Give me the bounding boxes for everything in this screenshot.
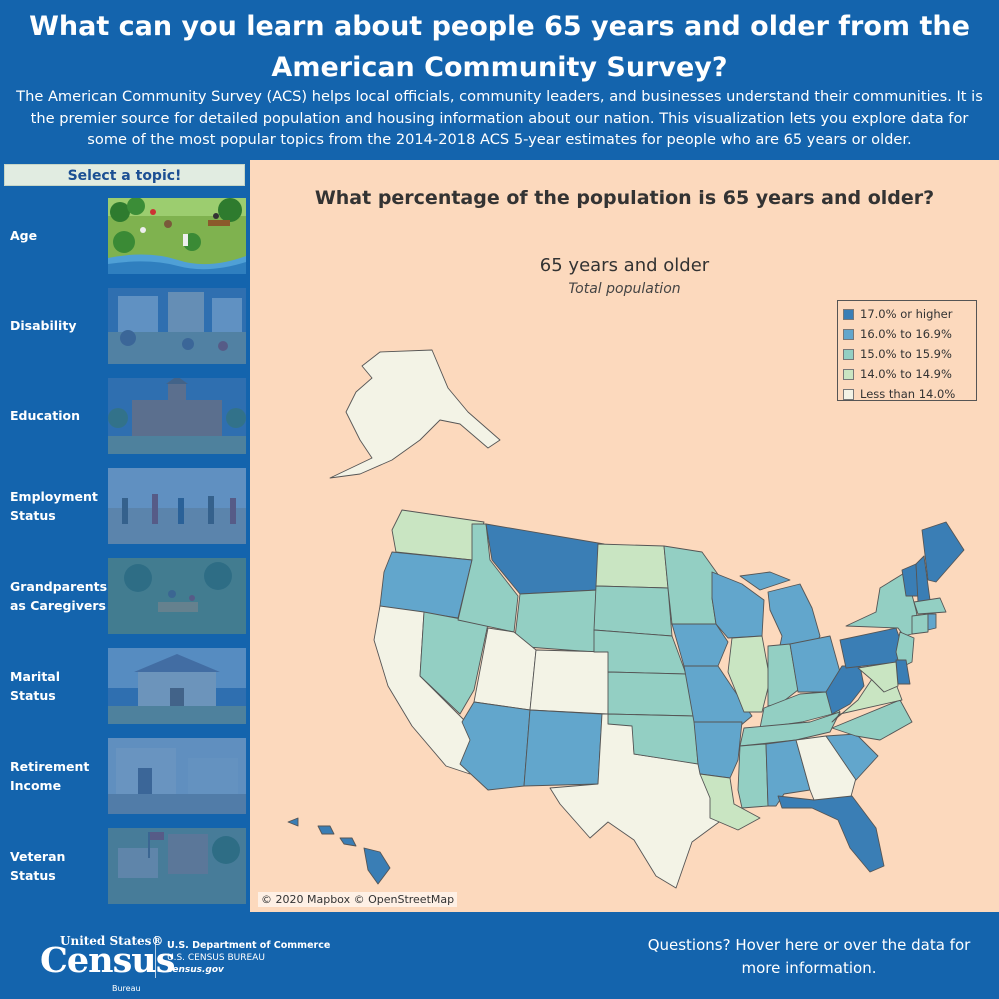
questions-hover-info[interactable]: Questions? Hover here or over the data f… [640, 934, 978, 980]
topic-veteran-status[interactable]: Veteran Status [0, 826, 250, 905]
state-nc[interactable] [831, 699, 913, 741]
intro-text: The American Community Survey (ACS) help… [4, 86, 995, 151]
state-nm[interactable] [523, 709, 603, 787]
topic-label: Disability [10, 318, 77, 333]
page-title-line2: American Community Survey? [271, 52, 728, 83]
questions-line1: Questions? Hover here or over the data f… [647, 936, 971, 954]
logo-bureau: Bureau [112, 984, 141, 993]
state-md[interactable] [857, 661, 899, 693]
select-topic-header: Select a topic! [4, 164, 245, 186]
legend-item: 17.0% or higher [843, 304, 976, 324]
bureau-name: U.S. CENSUS BUREAU [167, 953, 265, 963]
intro-line1: The American Community Survey (ACS) help… [16, 88, 983, 105]
map-attribution[interactable]: © 2020 Mapbox © OpenStreetMap [258, 892, 458, 907]
state-hi[interactable] [287, 817, 391, 885]
dept-info: U.S. Department of Commerce U.S. CENSUS … [167, 940, 330, 976]
map-subtitle: Total population [568, 281, 681, 297]
state-fl[interactable] [777, 795, 885, 873]
legend-item: 15.0% to 15.9% [843, 344, 976, 364]
questions-line2: more information. [741, 959, 877, 977]
dept-name: U.S. Department of Commerce [167, 940, 331, 951]
page-title-line1: What can you learn about people 65 years… [29, 11, 970, 42]
topic-age[interactable]: Age [0, 196, 250, 275]
topic-education[interactable]: Education [0, 376, 250, 455]
page-title: What can you learn about people 65 years… [0, 6, 999, 88]
legend-item: 14.0% to 14.9% [843, 364, 976, 384]
state-la[interactable] [699, 773, 761, 831]
logo-census: Census [40, 940, 175, 981]
state-sd[interactable] [593, 585, 673, 637]
topic-employment-illustration[interactable] [108, 468, 246, 544]
logo-united-states: United States® [60, 934, 164, 948]
topic-label: Veteran Status [10, 848, 66, 883]
state-ne[interactable] [593, 629, 687, 675]
topic-label: Age [10, 228, 38, 243]
us-choropleth-map[interactable] [250, 160, 999, 912]
legend-swatch [843, 368, 854, 380]
topic-label: Grandparents as Caregivers [10, 578, 108, 613]
census-site-link[interactable]: census.gov [167, 965, 224, 975]
state-me[interactable] [921, 521, 965, 583]
topic-disability[interactable]: Disability [0, 286, 250, 365]
state-ri[interactable] [927, 613, 937, 631]
state-nd[interactable] [595, 543, 669, 589]
map-panel: What percentage of the population is 65 … [250, 160, 999, 912]
legend-item: 16.0% to 16.9% [843, 324, 976, 344]
legend-swatch [843, 328, 854, 340]
state-wa[interactable] [391, 509, 485, 561]
intro-line2: the premier source for detailed populati… [30, 109, 969, 127]
topic-grandparents-illustration[interactable] [108, 558, 246, 634]
topic-employment-status[interactable]: Employment Status [0, 466, 250, 545]
state-ak[interactable] [329, 349, 501, 479]
state-il[interactable] [727, 635, 771, 713]
topic-veteran-illustration[interactable] [108, 828, 246, 904]
state-ks[interactable] [607, 671, 695, 717]
state-az[interactable] [459, 701, 531, 791]
topic-disability-illustration[interactable] [108, 288, 246, 364]
state-ma[interactable] [913, 597, 947, 615]
map-title: 65 years and older [539, 255, 710, 276]
topic-education-illustration[interactable] [108, 378, 246, 454]
legend-swatch [843, 308, 854, 320]
state-ms[interactable] [737, 743, 769, 809]
topic-label: Employment Status [10, 488, 98, 523]
topic-marital-status[interactable]: Marital Status [0, 646, 250, 725]
state-ar[interactable] [693, 721, 743, 779]
topic-label: Education [10, 408, 80, 423]
footer-divider [155, 936, 156, 978]
state-wv[interactable] [825, 665, 865, 715]
topic-age-illustration[interactable] [108, 198, 246, 274]
map-legend: 17.0% or higher 16.0% to 16.9% 15.0% to … [837, 300, 977, 401]
state-ct[interactable] [911, 613, 929, 635]
state-co[interactable] [529, 649, 611, 715]
topic-marital-illustration[interactable] [108, 648, 246, 724]
map-question: What percentage of the population is 65 … [314, 187, 935, 209]
topic-retirement-illustration[interactable] [108, 738, 246, 814]
state-ny[interactable] [845, 571, 921, 637]
topic-sidebar: Select a topic! Age Disability [0, 160, 250, 912]
state-in[interactable] [767, 643, 799, 707]
topic-label: Marital Status [10, 668, 61, 703]
legend-item: Less than 14.0% [843, 384, 976, 404]
legend-swatch [843, 388, 854, 400]
topic-retirement-income[interactable]: Retirement Income [0, 736, 250, 815]
state-sc[interactable] [825, 733, 879, 781]
legend-swatch [843, 348, 854, 360]
footer: United States® Census Bureau U.S. Depart… [0, 912, 999, 999]
topic-label: Retirement Income [10, 758, 90, 793]
state-ia[interactable] [671, 623, 729, 667]
topic-grandparents-as-caregivers[interactable]: Grandparents as Caregivers [0, 556, 250, 635]
intro-line3: some of the most popular topics from the… [87, 131, 912, 148]
